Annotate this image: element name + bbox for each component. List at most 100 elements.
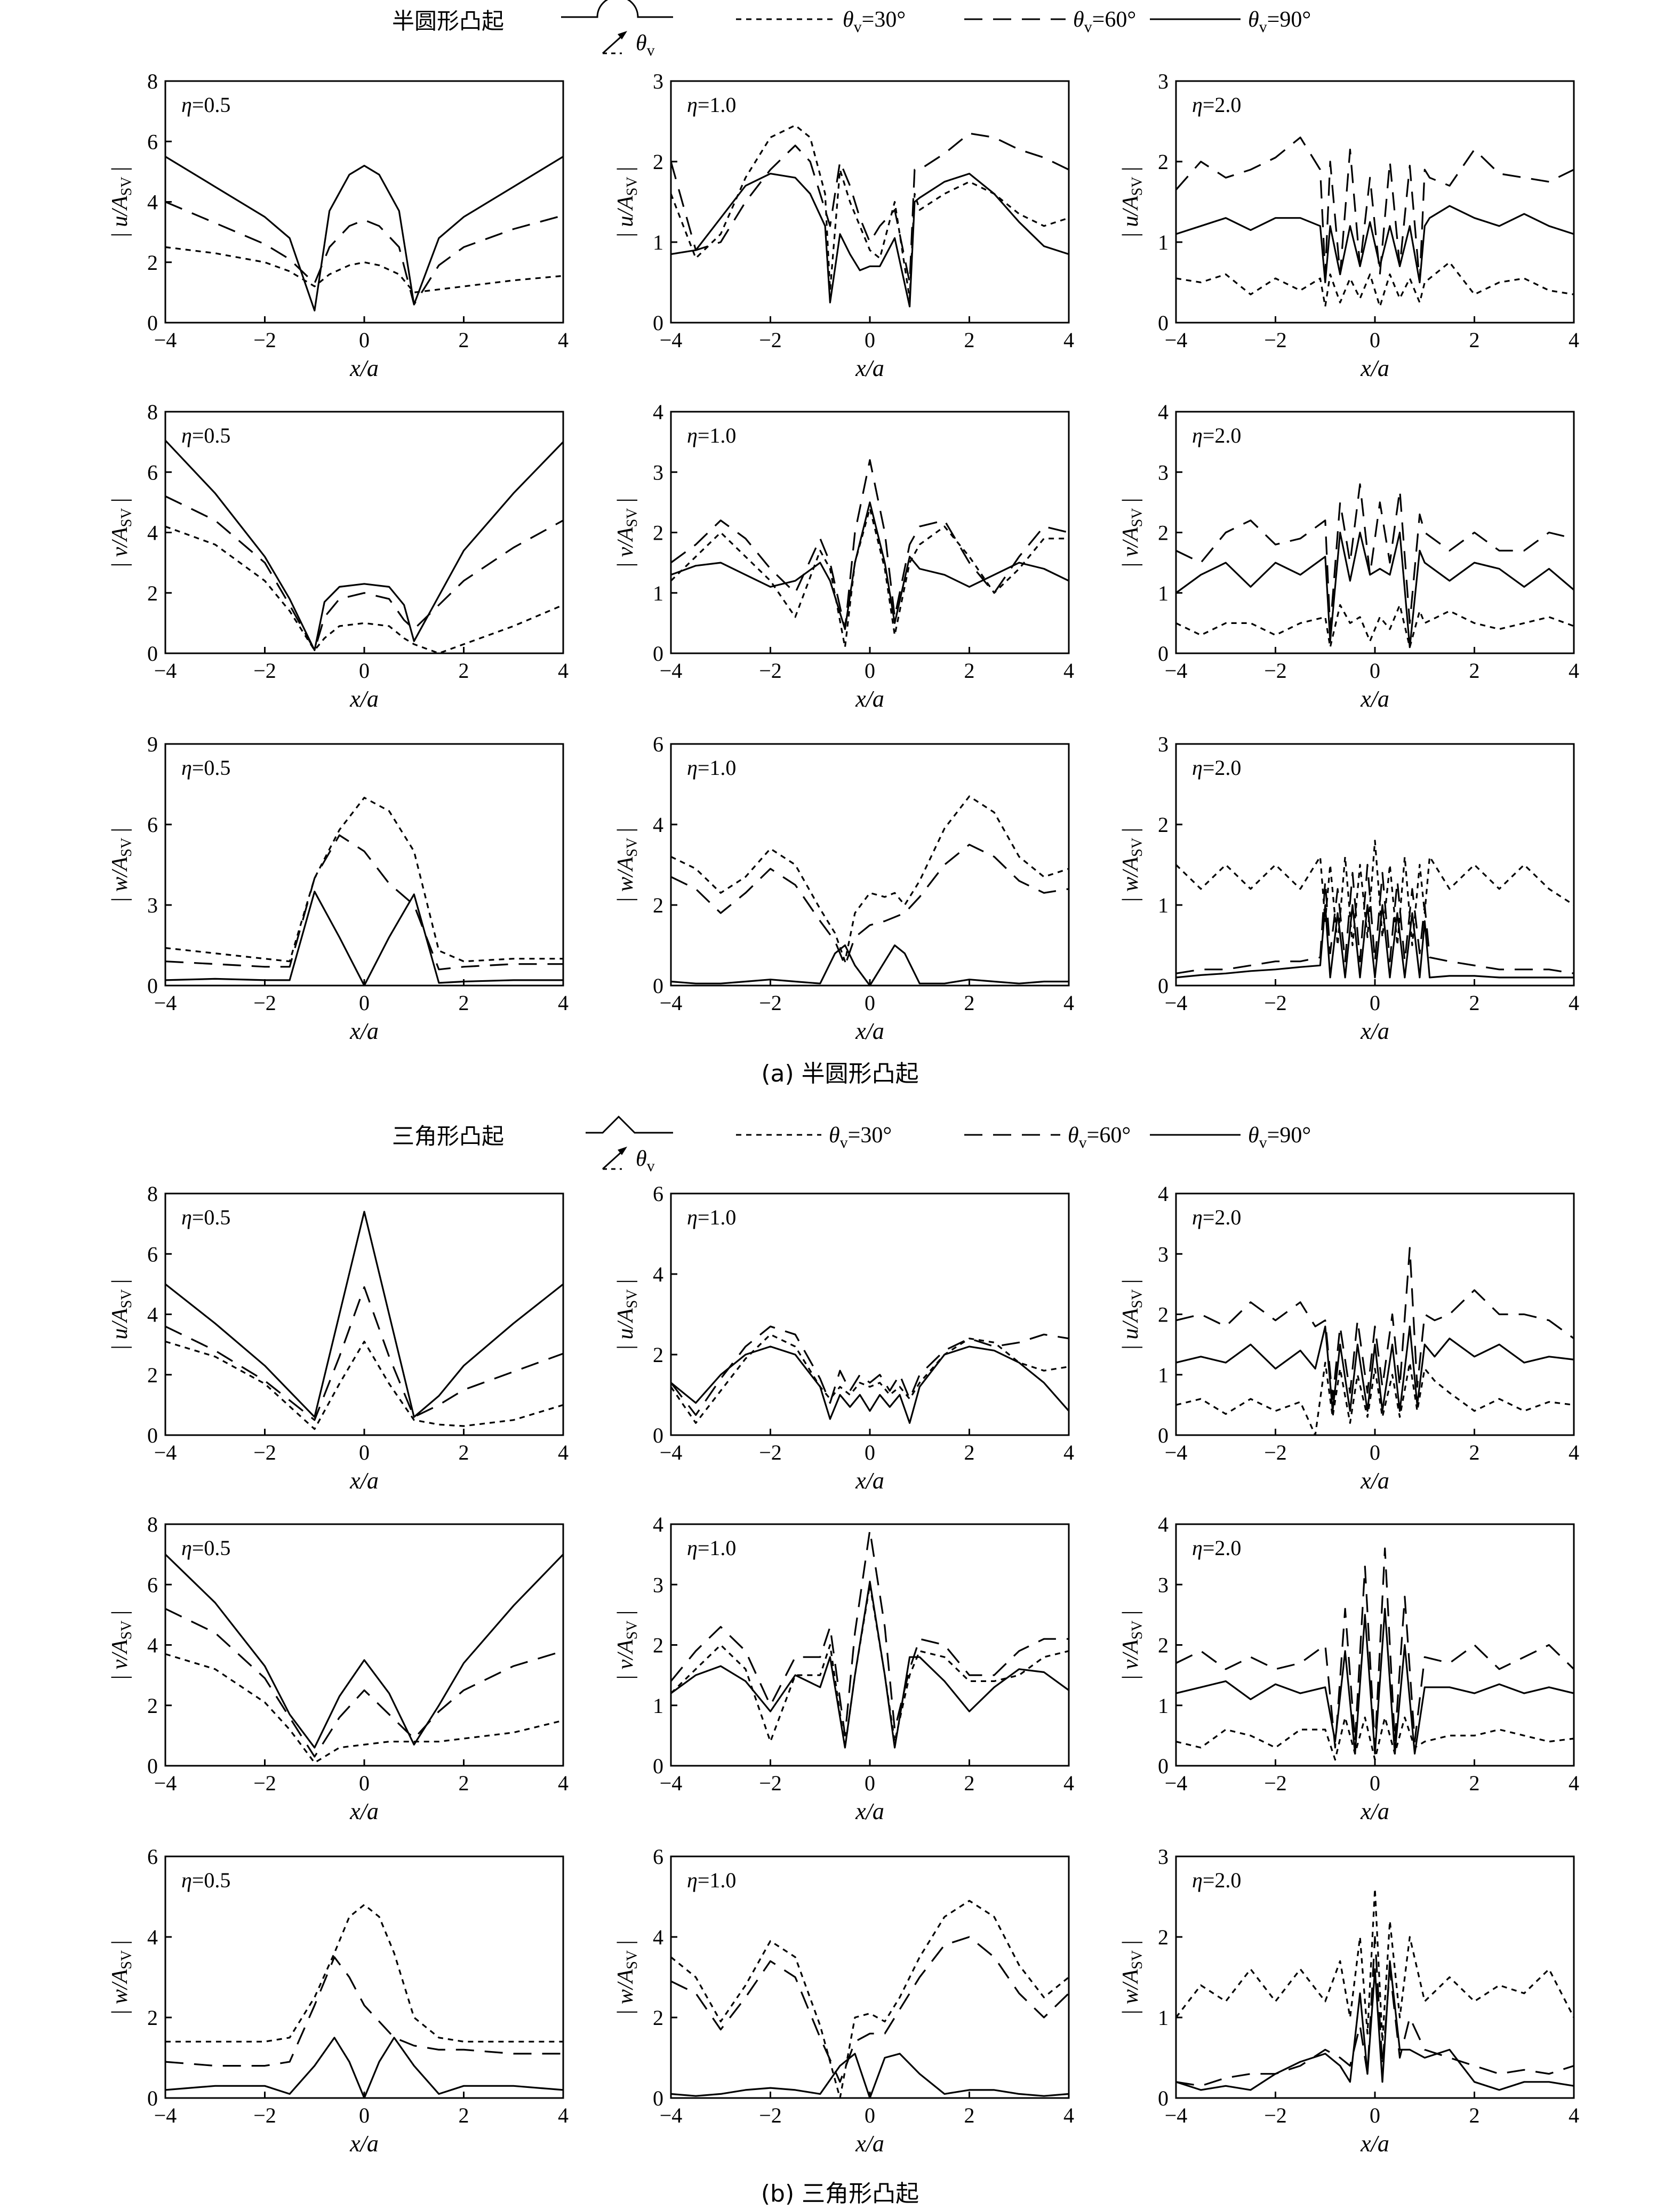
series-line-short-dash [670,507,1069,648]
caption-b: (b) 三角形凸起 [761,2180,919,2207]
y-tick-label: 0 [653,974,663,998]
y-tick-label: 1 [1158,1694,1169,1718]
x-tick-label: 0 [359,328,370,352]
x-tick-label: −4 [154,2103,177,2127]
x-tick-label: −2 [253,991,276,1015]
x-tick-label: −2 [759,991,782,1015]
series-line-long-dash [1175,1936,1574,2087]
series-line-solid [165,1211,564,1418]
triangle-bump-icon [586,1115,673,1170]
plot-frame [670,411,1070,654]
x-tick-label: 2 [459,1440,469,1464]
x-tick-label: 2 [459,659,469,683]
y-tick-label: 2 [653,521,663,545]
y-axis-label: | v/ASV | [108,498,135,567]
chart-panel-a-w-1: −4 −2 0 2 4 0 3 6 9 x/a | w/ASV | η=0.5 [108,732,569,1044]
x-axis-label: x/a [855,1798,884,1824]
x-tick-label: 4 [1569,2103,1579,2127]
legend-b-shape-label: 三角形凸起 [392,1123,504,1149]
x-tick-label: 2 [964,1771,975,1795]
y-tick-label: 4 [653,1512,663,1536]
y-axis-label: | u/ASV | [613,1279,641,1350]
x-tick-label: 0 [1370,991,1380,1015]
y-tick-label: 2 [1158,1925,1169,1949]
series-line-long-dash [165,1286,564,1421]
y-axis-label: | v/ASV | [613,1611,641,1680]
x-tick-label: 0 [865,2103,875,2127]
x-tick-label: 2 [964,991,975,1015]
x-tick-label: −2 [759,1440,782,1464]
x-tick-label: 0 [865,328,875,352]
legend-b-entry-90-label: θv=90° [1248,1123,1311,1151]
y-axis-label: | u/ASV | [1118,167,1146,237]
chart-panel-a-v-3: −4 −2 0 2 4 0 1 2 3 4 x/a | v/ASV | η=2.0 [1118,400,1579,712]
chart-panel-b-v-3: −4 −2 0 2 4 0 1 2 3 4 x/a | v/ASV | η=2.0 [1118,1512,1579,1824]
x-axis-label: x/a [349,2131,379,2157]
chart-panel-b-w-3: −4 −2 0 2 4 0 1 2 3 x/a | w/ASV | η=2.0 [1118,1845,1579,2157]
series-line-long-dash [1175,1247,1574,1400]
y-tick-label: 0 [1158,1423,1169,1447]
series-line-short-dash [670,795,1069,963]
eta-label: η=0.5 [181,1868,230,1892]
y-tick-label: 3 [1158,732,1169,756]
x-tick-label: −4 [1165,328,1188,352]
series-line-long-dash [670,1325,1069,1416]
y-axis-label: | w/ASV | [108,1940,135,2014]
plot-frame [1175,1523,1575,1767]
y-tick-label: 8 [147,1182,158,1206]
series-line-short-dash [670,124,1069,300]
x-tick-label: −2 [1264,659,1287,683]
legend-a-shape-label: 半圆形凸起 [392,8,504,34]
x-axis-label: x/a [349,1798,379,1824]
plot-frame [164,1523,564,1767]
y-tick-label: 6 [147,130,158,154]
eta-label: η=1.0 [687,1536,736,1560]
chart-panel-a-v-1: −4 −2 0 2 4 0 2 4 6 8 x/a | v/ASV | η=0.5 [108,400,569,712]
x-tick-label: 0 [1370,659,1380,683]
series-line-solid [1175,1608,1574,1755]
series-line-short-dash [1175,1887,1575,2043]
series-line-long-dash [165,1956,563,2067]
x-tick-label: −4 [660,1771,683,1795]
y-axis-label: | v/ASV | [613,498,641,567]
y-tick-label: 0 [653,2086,663,2110]
y-axis-label: | w/ASV | [108,828,135,902]
series-line-long-dash [1175,137,1574,284]
eta-label: η=2.0 [1192,1205,1241,1229]
y-tick-label: 1 [1158,1363,1169,1387]
y-tick-label: 6 [653,732,663,756]
x-tick-label: 2 [1469,1771,1480,1795]
y-tick-label: 2 [147,2006,158,2030]
y-tick-label: 2 [1158,150,1169,174]
series-line-solid [670,1346,1070,1424]
legend-b-theta: θv [636,1147,655,1175]
legend-a-entry-60: θv=60° [964,7,1136,36]
y-tick-label: 1 [653,1694,663,1718]
chart-panel-b-u-3: −4 −2 0 2 4 0 1 2 3 4 x/a | u/ASV | η=2.0 [1118,1182,1579,1494]
y-axis-label: | w/ASV | [1118,828,1146,902]
y-tick-label: 4 [653,813,663,837]
x-tick-label: −2 [1264,991,1287,1015]
series-line-solid [670,501,1069,630]
series-line-long-dash [1175,1547,1575,1749]
x-axis-label: x/a [855,2131,884,2157]
y-tick-label: 0 [1158,1754,1169,1778]
x-tick-label: −4 [1165,659,1188,683]
x-tick-label: 0 [865,659,875,683]
plot-frame [164,80,564,324]
y-axis-label: | u/ASV | [108,1279,135,1350]
x-tick-label: 4 [558,659,569,683]
x-tick-label: −4 [154,659,177,683]
x-tick-label: 4 [1063,659,1074,683]
x-tick-label: −2 [253,2103,276,2127]
x-tick-label: −2 [253,659,276,683]
y-axis-label: | w/ASV | [613,1940,641,2014]
x-tick-label: −4 [154,1771,177,1795]
x-tick-label: 0 [1370,1440,1380,1464]
x-tick-label: −2 [1264,1771,1287,1795]
y-axis-label: | v/ASV | [1118,1611,1146,1680]
series-line-short-dash [670,1583,1069,1749]
chart-panel-a-u-3: −4 −2 0 2 4 0 1 2 3 x/a | u/ASV | η=2.0 [1118,69,1579,381]
x-tick-label: 0 [359,1771,370,1795]
x-tick-label: −4 [660,991,683,1015]
